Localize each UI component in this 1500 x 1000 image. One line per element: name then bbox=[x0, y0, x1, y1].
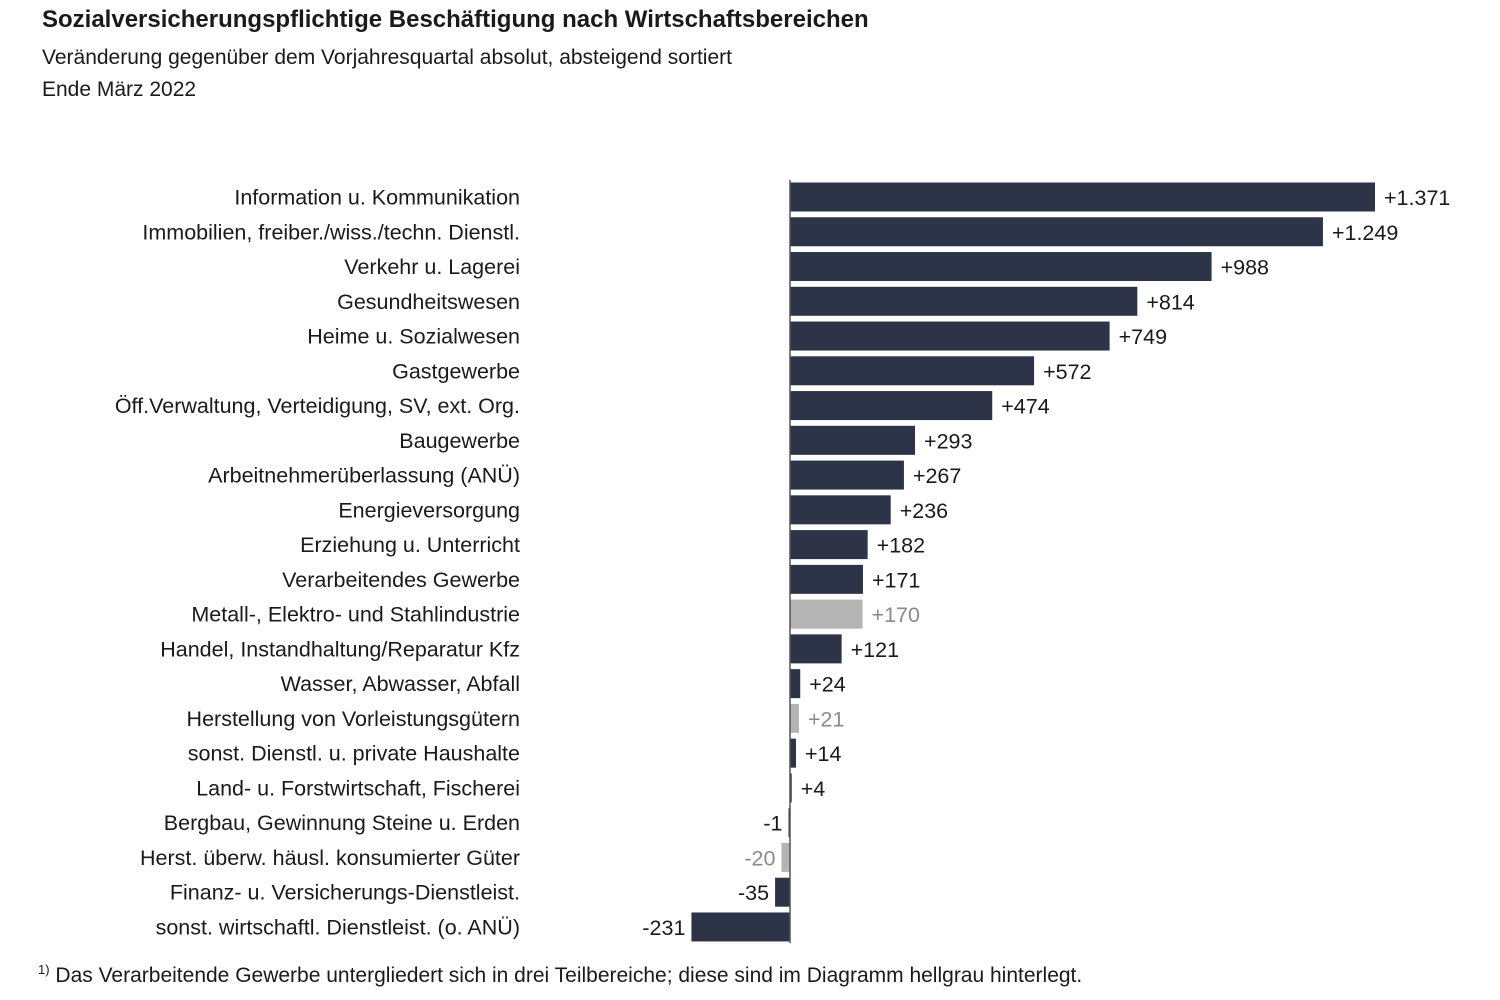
bar bbox=[790, 703, 799, 733]
value-label: +572 bbox=[1043, 360, 1091, 384]
category-label: sonst. Dienstl. u. private Haushalte bbox=[188, 742, 520, 766]
bar bbox=[790, 634, 842, 664]
category-label: Land- u. Forstwirtschaft, Fischerei bbox=[196, 776, 520, 800]
category-label: Immobilien, freiber./wiss./techn. Dienst… bbox=[142, 220, 520, 244]
chart-date: Ende März 2022 bbox=[42, 78, 197, 101]
value-label: +170 bbox=[872, 603, 920, 627]
bar bbox=[790, 425, 916, 455]
bar bbox=[691, 912, 790, 942]
category-label: Metall-, Elektro- und Stahlindustrie bbox=[191, 603, 520, 627]
category-label: sonst. wirtschaftl. Dienstleist. (o. ANÜ… bbox=[156, 915, 520, 939]
bar bbox=[790, 252, 1212, 282]
bar bbox=[790, 599, 863, 629]
value-label: +14 bbox=[805, 742, 842, 766]
bar bbox=[790, 182, 1375, 212]
category-label: Heime u. Sozialwesen bbox=[307, 325, 520, 349]
value-label: +1.371 bbox=[1384, 186, 1450, 210]
value-label: +988 bbox=[1221, 256, 1269, 280]
value-label: +182 bbox=[877, 534, 925, 558]
category-label: Arbeitnehmerüberlassung (ANÜ) bbox=[208, 464, 520, 488]
bar bbox=[790, 321, 1110, 351]
bar bbox=[775, 877, 790, 907]
category-label: Energieversorgung bbox=[338, 498, 520, 522]
value-label: +24 bbox=[809, 673, 846, 697]
category-label: Herst. überw. häusl. konsumierter Güter bbox=[140, 846, 520, 870]
chart-title: Sozialversicherungspflichtige Beschäftig… bbox=[42, 6, 869, 33]
value-label: -1 bbox=[763, 812, 782, 836]
category-label: Öff.Verwaltung, Verteidigung, SV, ext. O… bbox=[115, 394, 520, 418]
category-label: Verarbeitendes Gewerbe bbox=[282, 568, 520, 592]
footnote: 1) Das Verarbeitende Gewerbe untergliede… bbox=[38, 962, 1082, 988]
bar bbox=[790, 217, 1323, 247]
value-label: -35 bbox=[738, 881, 769, 905]
value-label: -20 bbox=[744, 846, 775, 870]
value-label: +749 bbox=[1119, 325, 1167, 349]
bar bbox=[790, 564, 863, 594]
footnote-text: Das Verarbeitende Gewerbe untergliedert … bbox=[55, 964, 1083, 987]
bar bbox=[790, 773, 792, 803]
category-label: Bergbau, Gewinnung Steine u. Erden bbox=[164, 811, 520, 835]
value-label: +293 bbox=[924, 429, 972, 453]
value-label: -231 bbox=[642, 916, 685, 940]
bar bbox=[781, 842, 790, 872]
bar bbox=[790, 391, 993, 421]
chart-subtitle: Veränderung gegenüber dem Vorjahresquart… bbox=[42, 46, 732, 69]
category-label: Finanz- u. Versicherungs-Dienstleist. bbox=[170, 881, 520, 905]
bar bbox=[790, 356, 1035, 386]
value-label: +171 bbox=[872, 568, 920, 592]
category-label: Wasser, Abwasser, Abfall bbox=[281, 672, 520, 696]
value-label: +236 bbox=[900, 499, 948, 523]
category-label: Gesundheitswesen bbox=[337, 290, 520, 314]
footnote-mark: 1) bbox=[38, 962, 50, 977]
category-label: Baugewerbe bbox=[399, 429, 520, 453]
bar bbox=[790, 738, 796, 768]
value-label: +121 bbox=[851, 638, 899, 662]
bar bbox=[790, 530, 868, 560]
value-label: +21 bbox=[808, 707, 844, 731]
category-label: Gastgewerbe bbox=[392, 359, 520, 383]
bar bbox=[790, 495, 891, 525]
category-label: Verkehr u. Lagerei bbox=[344, 255, 520, 279]
value-label: +474 bbox=[1001, 395, 1049, 419]
bar bbox=[790, 286, 1138, 316]
value-label: +267 bbox=[913, 464, 961, 488]
category-label: Erziehung u. Unterricht bbox=[300, 533, 520, 557]
category-label: Information u. Kommunikation bbox=[234, 186, 520, 210]
bar bbox=[790, 460, 904, 490]
category-label: Handel, Instandhaltung/Reparatur Kfz bbox=[160, 637, 520, 661]
bar bbox=[790, 669, 801, 699]
value-label: +1.249 bbox=[1332, 221, 1398, 245]
value-label: +814 bbox=[1146, 290, 1194, 314]
category-label: Herstellung von Vorleistungsgütern bbox=[187, 707, 520, 731]
value-label: +4 bbox=[801, 777, 826, 801]
